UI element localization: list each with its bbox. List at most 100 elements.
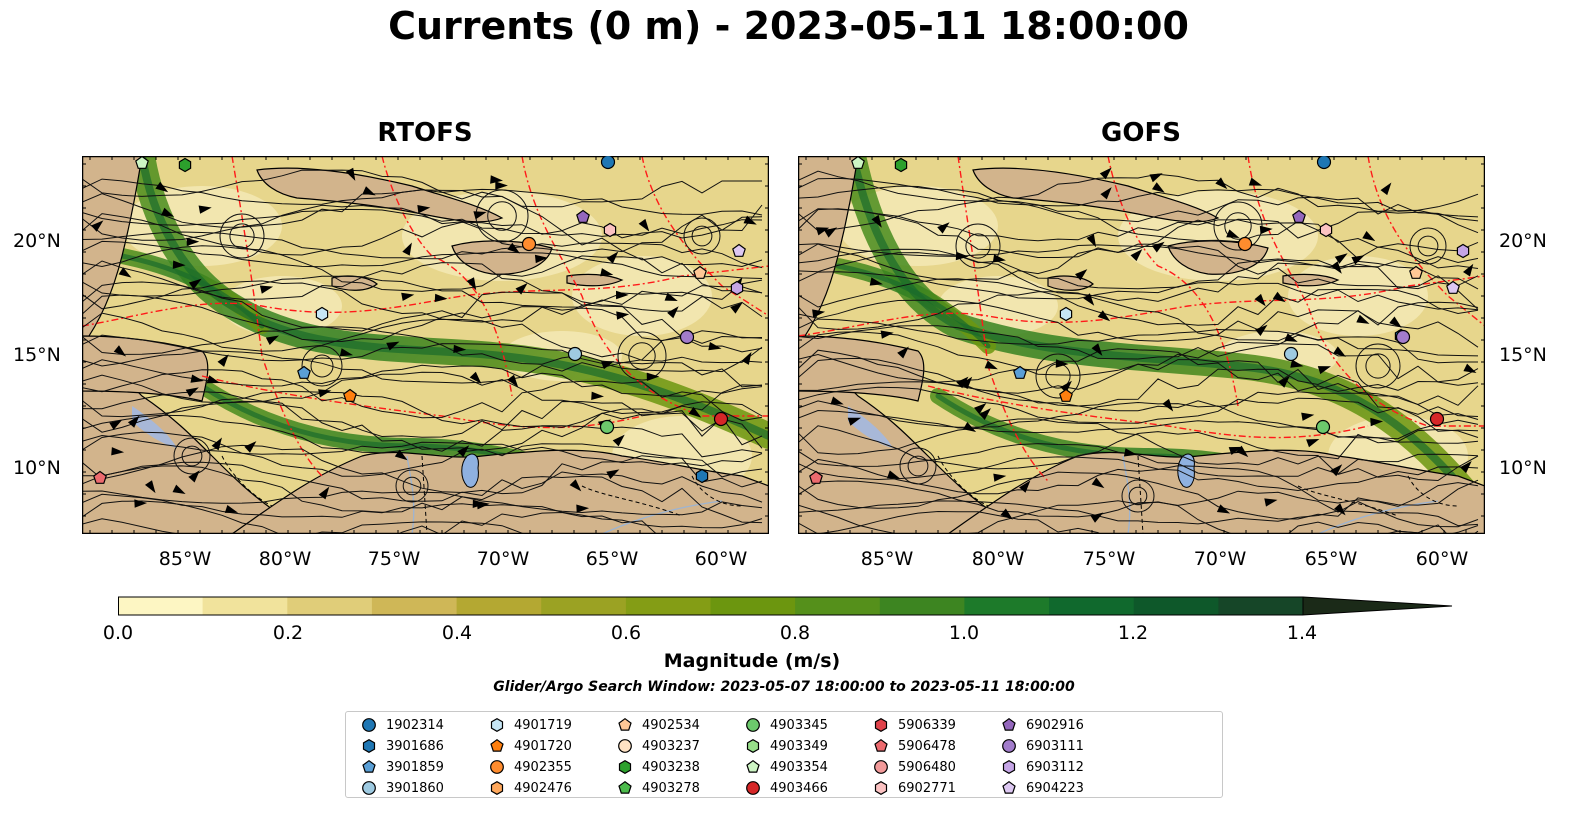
legend-pentagon-icon	[1002, 780, 1016, 794]
lon-label-75w-a: 75°W	[367, 548, 421, 570]
legend-circle-icon	[1002, 739, 1016, 753]
colorbar-segment	[879, 597, 965, 615]
lon-label-70w-a: 70°W	[476, 548, 530, 570]
colorbar-segment	[1218, 597, 1304, 615]
float-marker	[93, 470, 107, 484]
float-marker	[178, 157, 192, 173]
float-marker	[1319, 222, 1333, 238]
legend-label: 3901859	[386, 759, 444, 775]
float-marker	[1013, 365, 1027, 379]
legend-item: 4902534	[617, 716, 700, 734]
legend-item: 4903466	[745, 779, 828, 797]
legend-item: 6903112	[1001, 758, 1084, 776]
float-marker	[135, 156, 149, 169]
legend-item: 4903278	[617, 779, 700, 797]
float-marker	[1292, 209, 1306, 223]
colorbar-segment	[625, 597, 712, 615]
legend-item: 4902476	[489, 779, 572, 797]
legend-item: 6904223	[1001, 779, 1084, 797]
legend-label: 4903349	[770, 738, 828, 754]
lat-label-10n-left: 10°N	[13, 457, 61, 479]
colorbar-segment	[1133, 597, 1219, 615]
legend-circle-icon	[874, 760, 888, 774]
colorbar-tick: 0.2	[272, 622, 304, 644]
lon-label-60w-a: 60°W	[694, 548, 748, 570]
float-marker	[730, 280, 744, 296]
legend-pentagon-icon	[618, 780, 632, 794]
float-marker	[1059, 388, 1073, 402]
legend-label: 6902771	[898, 780, 956, 796]
legend-label: 4902355	[514, 759, 572, 775]
figure-title: Currents (0 m) - 2023-05-11 18:00:00	[388, 4, 1189, 48]
legend-hexagon-icon	[746, 739, 760, 753]
colorbar-tick: 0.8	[779, 622, 811, 644]
legend-item: 4903238	[617, 758, 700, 776]
float-marker	[603, 222, 617, 238]
legend-label: 4901720	[514, 738, 572, 754]
lat-label-15n-right: 15°N	[1499, 344, 1547, 366]
colorbar-extend-arrow	[1302, 596, 1453, 616]
colorbar-segment	[1049, 597, 1135, 615]
float-marker	[693, 265, 707, 279]
legend-item: 6902916	[1001, 716, 1084, 734]
lat-label-15n-left: 15°N	[13, 344, 61, 366]
float-marker	[567, 346, 583, 362]
legend-item: 4903349	[745, 737, 828, 755]
legend-circle-icon	[746, 718, 760, 732]
legend-item: 3901860	[361, 779, 444, 797]
legend-label: 3901860	[386, 780, 444, 796]
lon-label-65w-a: 65°W	[585, 548, 639, 570]
float-marker	[851, 156, 865, 169]
legend-pentagon-icon	[618, 717, 632, 731]
legend-label: 4902534	[642, 717, 700, 733]
float-marker	[343, 388, 357, 402]
colorbar-segment	[456, 597, 542, 615]
legend-item: 4903354	[745, 758, 828, 776]
float-marker	[713, 411, 729, 427]
colorbar-tick: 0.0	[102, 622, 134, 644]
lat-label-10n-right: 10°N	[1499, 457, 1547, 479]
legend-item: 3901686	[361, 737, 444, 755]
float-marker	[894, 157, 908, 173]
legend-circle-icon	[618, 739, 632, 753]
float-marker	[1395, 329, 1411, 345]
colorbar-segment	[202, 597, 288, 615]
legend-item: 5906478	[873, 737, 956, 755]
float-marker	[600, 156, 616, 170]
legend-label: 4903238	[642, 759, 700, 775]
legend-pentagon-icon	[490, 738, 504, 752]
colorbar-segment	[118, 597, 204, 615]
float-marker	[732, 243, 746, 257]
colorbar-tick: 1.0	[948, 622, 980, 644]
legend-hexagon-icon	[874, 718, 888, 732]
legend-label: 4903278	[642, 780, 700, 796]
legend-pentagon-icon	[362, 759, 376, 773]
map-panel-gofs	[798, 156, 1485, 534]
legend-label: 4901719	[514, 717, 572, 733]
colorbar-segment	[541, 597, 627, 615]
float-marker	[695, 468, 709, 484]
colorbar	[118, 596, 1453, 616]
legend-circle-icon	[362, 781, 376, 795]
lon-label-85w-b: 85°W	[860, 548, 914, 570]
colorbar-segment	[287, 597, 373, 615]
legend-circle-icon	[746, 781, 760, 795]
legend-item: 6903111	[1001, 737, 1084, 755]
panel-title-gofs: GOFS	[1101, 118, 1181, 148]
legend-item: 5906339	[873, 716, 956, 734]
legend-hexagon-icon	[1002, 760, 1016, 774]
float-marker	[315, 306, 329, 322]
legend-label: 5906339	[898, 717, 956, 733]
legend-label: 6903112	[1026, 759, 1084, 775]
float-marker	[1283, 346, 1299, 362]
float-marker	[1059, 306, 1073, 322]
float-marker	[1446, 280, 1460, 294]
float-marker	[1429, 411, 1445, 427]
colorbar-tick: 1.4	[1286, 622, 1318, 644]
colorbar-tick: 0.6	[610, 622, 642, 644]
legend-item: 4903345	[745, 716, 828, 734]
colorbar-segment	[964, 597, 1050, 615]
legend-hexagon-icon	[490, 781, 504, 795]
legend-item: 6902771	[873, 779, 956, 797]
map-panel-rtofs	[82, 156, 769, 534]
